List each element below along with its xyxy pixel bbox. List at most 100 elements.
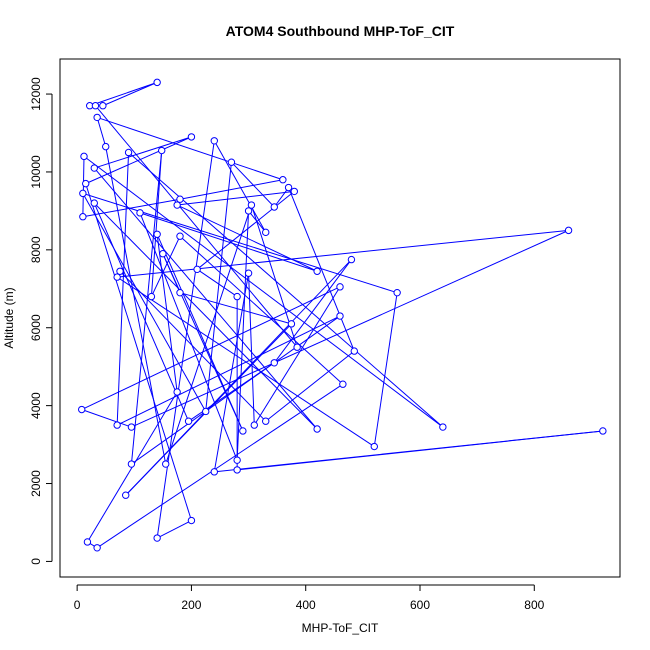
- series-segment: [93, 202, 318, 430]
- series-segment: [273, 259, 352, 364]
- data-point: [339, 380, 347, 388]
- data-point: [336, 283, 344, 291]
- series-segment: [162, 253, 181, 293]
- x-tick-label: 600: [410, 598, 430, 612]
- series-segment: [179, 179, 283, 200]
- data-point: [90, 164, 98, 172]
- data-point: [313, 267, 321, 275]
- series-segment: [105, 146, 167, 465]
- y-tick-label: 6000: [29, 314, 43, 341]
- series-segment: [116, 152, 130, 426]
- data-point: [233, 466, 241, 474]
- series-segment: [165, 204, 252, 465]
- series-segment: [150, 235, 181, 297]
- data-point: [350, 347, 358, 355]
- data-point: [270, 203, 278, 211]
- data-point: [187, 133, 196, 141]
- series-segment: [96, 116, 284, 181]
- data-point: [227, 158, 236, 166]
- data-point: [113, 273, 121, 281]
- series-segment: [102, 81, 158, 107]
- data-point: [116, 267, 124, 275]
- chart-title: ATOM4 Southbound MHP-ToF_CIT: [226, 23, 455, 39]
- data-point: [93, 113, 101, 122]
- series-segment: [205, 162, 232, 412]
- series-segment: [265, 350, 355, 422]
- data-point: [239, 427, 247, 435]
- data-point: [284, 183, 293, 192]
- data-point: [233, 456, 241, 464]
- data-point: [90, 199, 98, 207]
- data-point: [287, 320, 296, 328]
- series-segment: [196, 191, 295, 270]
- data-point: [393, 288, 401, 297]
- series-segment: [213, 140, 267, 233]
- data-point: [193, 265, 201, 274]
- series-segment: [81, 286, 341, 410]
- series-segment: [116, 315, 341, 426]
- data-point: [336, 312, 344, 320]
- series-segment: [177, 190, 295, 206]
- series-segment: [179, 235, 344, 385]
- data-point: [176, 232, 184, 240]
- series-segment: [150, 150, 163, 297]
- data-point: [153, 230, 161, 238]
- series-segment: [156, 520, 192, 539]
- series-segment: [89, 81, 158, 107]
- series-segment: [94, 136, 192, 169]
- data-point: [176, 288, 184, 297]
- series-segment: [273, 187, 289, 208]
- y-tick-label: 8000: [29, 236, 43, 263]
- data-point: [78, 405, 86, 414]
- series-segment: [231, 161, 275, 208]
- data-point: [439, 423, 447, 431]
- data-point: [262, 417, 270, 425]
- series-segment: [82, 156, 85, 217]
- data-point: [173, 201, 181, 209]
- data-point: [187, 516, 196, 525]
- data-point: [153, 534, 161, 542]
- data-point: [202, 407, 210, 416]
- series-segment: [248, 273, 255, 426]
- y-axis-label: Altitude (m): [2, 287, 16, 348]
- series-segment: [81, 409, 132, 428]
- series-segment: [85, 136, 192, 185]
- data-point: [79, 213, 87, 221]
- data-point: [290, 187, 298, 196]
- data-point: [158, 146, 166, 155]
- data-point: [210, 137, 218, 145]
- data-point: [80, 152, 88, 161]
- data-point: [262, 228, 270, 237]
- series-segment: [119, 270, 267, 422]
- data-point: [82, 179, 90, 188]
- series-segment: [196, 268, 238, 297]
- data-point: [313, 425, 321, 433]
- data-point: [564, 226, 573, 235]
- series-segment: [117, 229, 569, 278]
- x-tick-label: 200: [181, 598, 201, 612]
- data-point: [599, 427, 607, 435]
- data-point: [176, 195, 184, 203]
- data-point: [124, 148, 133, 157]
- data-point: [159, 250, 167, 258]
- data-point: [233, 292, 241, 301]
- data-point: [122, 491, 130, 499]
- series-segment: [82, 192, 398, 294]
- series-segment: [214, 430, 603, 473]
- data-point: [293, 343, 301, 351]
- series-segment: [139, 212, 238, 461]
- x-tick-label: 400: [296, 598, 316, 612]
- data-point: [270, 359, 278, 367]
- series-segment: [236, 210, 250, 461]
- x-axis-label: MHP-ToF_CIT: [302, 621, 379, 635]
- data-point: [127, 460, 136, 468]
- data-point: [247, 201, 256, 209]
- data-point: [162, 460, 170, 468]
- data-point: [79, 189, 87, 198]
- series-segment: [288, 187, 355, 352]
- data-point: [210, 468, 218, 476]
- series-segment: [93, 202, 190, 422]
- data-point: [113, 421, 121, 429]
- data-point: [279, 176, 287, 184]
